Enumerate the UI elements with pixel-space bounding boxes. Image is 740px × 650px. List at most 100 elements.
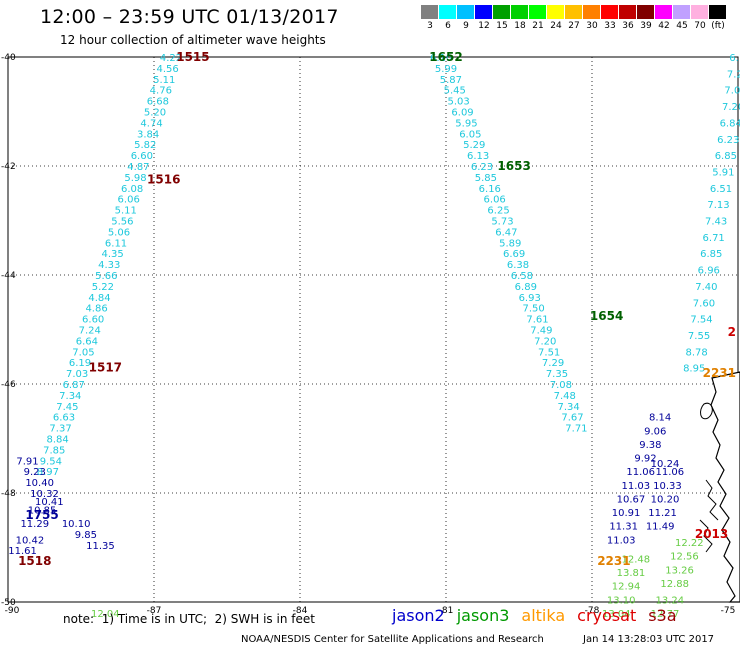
wave-height-value: 12.94 — [612, 582, 641, 593]
wave-height-value: 12.22 — [675, 538, 704, 549]
colorbar-swatch — [637, 5, 655, 19]
wave-height-value: 8.97 — [37, 467, 59, 478]
pass-labels: 1515 1516 1517 1518 1755 1652 1653 1654 2231 2231… — [18, 50, 736, 568]
wave-height-value: 5.20 — [144, 108, 166, 119]
wave-height-value: 4.86 — [85, 304, 107, 315]
wave-height-value: 12.56 — [670, 552, 699, 563]
map-border — [7, 56, 739, 603]
wave-height-value: 7.61 — [526, 315, 548, 326]
wave-height-value: 7.08 — [550, 380, 572, 391]
pass-number-label: 1518 — [18, 554, 51, 568]
colorbar-label: 18 — [514, 21, 526, 31]
wave-height-value: 5.99 — [435, 64, 457, 75]
wave-height-value: 6.47 — [495, 227, 517, 238]
wave-height-value: 6.19 — [69, 358, 91, 369]
wave-height-value: 11.06 — [656, 467, 685, 478]
colorbar-swatch — [421, 5, 439, 19]
wave-height-value: 9.38 — [639, 440, 661, 451]
wave-height-value: 5.66 — [95, 271, 117, 282]
pass-number-label: 1652 — [429, 50, 462, 64]
wave-height-value: 10.10 — [62, 519, 91, 530]
wave-height-value: 8.84 — [47, 435, 69, 446]
wave-height-value: 4.35 — [102, 249, 124, 260]
track-altika: 12.22 12.56 12.48 13.26 13.81 12.88 12.94 13.10… — [91, 538, 704, 620]
pass-number-label: 2013 — [695, 527, 728, 541]
wave-height-value: 6.23 — [717, 135, 739, 146]
colorbar-label: 21 — [532, 21, 544, 31]
wave-height-value: 6.09 — [451, 108, 473, 119]
pass-number-label: 1517 — [89, 361, 122, 375]
wave-height-value: 6.58 — [511, 271, 533, 282]
colorbar-swatch — [457, 5, 475, 19]
wave-height-value: 10.85 — [28, 505, 57, 516]
wave-height-value: 7.07 — [724, 86, 740, 97]
lat-tick-label: -42 — [1, 162, 16, 172]
wave-height-value: 11.61 — [8, 546, 37, 557]
colorbar-label: 30 — [586, 21, 598, 31]
wave-height-value: 8.14 — [649, 413, 671, 424]
wave-height-value: 6.84 — [720, 118, 740, 129]
colorbar-swatch — [583, 5, 601, 19]
wave-height-value: 11.35 — [86, 541, 115, 552]
generation-timestamp: Jan 14 13:28:03 UTC 2017 — [583, 634, 715, 645]
wave-height-value: 7.43 — [705, 217, 727, 228]
lon-tick-label: -84 — [293, 606, 308, 616]
wave-height-value: 7.20 — [534, 336, 556, 347]
colorbar-swatch — [565, 5, 583, 19]
colorbar-swatch — [655, 5, 673, 19]
altimeter-tracks: 4.224.565.114.766.685.204.743.845.826.60… — [8, 53, 740, 620]
wave-height-value: 6.85 — [700, 249, 722, 260]
wave-height-value: 8.95 — [683, 364, 705, 375]
axis-tick-labels: -90 -87 -84 -81 -78 -75 -40 -42 -44 -46 -48 -50 — [1, 53, 735, 616]
wave-height-value: 13.04 — [602, 609, 631, 620]
wave-height-value: 6.10 — [729, 53, 740, 64]
wave-height-value: 5.85 — [475, 173, 497, 184]
colorbar-swatch — [475, 5, 493, 19]
colorbar-swatch — [691, 5, 709, 19]
pass-number-label: 1515 — [176, 50, 209, 64]
wave-height-value: 7.85 — [43, 445, 65, 456]
wave-height-value: 6.71 — [703, 233, 725, 244]
pass-number-label: 1516 — [147, 173, 180, 187]
colorbar-label: 3 — [427, 21, 433, 31]
wave-height-value: 7.24 — [79, 326, 101, 337]
wave-height-value: 11.49 — [646, 522, 675, 533]
wave-height-value: 5.87 — [440, 75, 462, 86]
colorbar-swatch — [673, 5, 691, 19]
colorbar-label: 9 — [463, 21, 469, 31]
wave-height-value: 6.60 — [82, 315, 104, 326]
colorbar-label: 36 — [622, 21, 634, 31]
wave-height-value: 6.16 — [479, 184, 501, 195]
track-cryosat: 4.224.565.114.766.685.204.743.845.826.60… — [37, 53, 182, 478]
wave-height-value: 7.91 — [16, 456, 38, 467]
colorbar-label: 15 — [496, 21, 508, 31]
wave-height-value: 5.82 — [134, 140, 156, 151]
wave-height-value: 6.08 — [121, 184, 143, 195]
lat-tick-label: -40 — [1, 53, 16, 63]
wave-height-value: 7.35 — [546, 369, 568, 380]
colorbar-swatch — [601, 5, 619, 19]
legend-cryosat: cryosat — [577, 606, 637, 625]
wave-height-value: 12.77 — [651, 609, 680, 620]
wave-height-value: 6.64 — [76, 336, 98, 347]
wave-height-value: 11.21 — [648, 508, 677, 519]
colorbar-swatch — [547, 5, 565, 19]
wave-height-value: 11.03 — [621, 481, 650, 492]
colorbar-label: 27 — [568, 21, 580, 31]
wave-height-value: 7.34 — [59, 391, 81, 402]
wave-height-value: 7.34 — [558, 402, 580, 413]
wave-height-value: 7.20 — [722, 102, 740, 113]
wave-height-value: 9.06 — [644, 426, 666, 437]
wave-height-value: 6.69 — [503, 249, 525, 260]
colorbar-label: 24 — [550, 21, 562, 31]
lon-tick-label: -81 — [439, 606, 454, 616]
lon-tick-label: -75 — [721, 606, 736, 616]
wave-height-value: 4.22 — [160, 53, 182, 64]
wave-height-value: 7.37 — [49, 424, 71, 435]
wave-height-value: 10.33 — [653, 481, 682, 492]
wave-height-value: 7.49 — [530, 326, 552, 337]
lat-tick-label: -46 — [1, 380, 16, 390]
units-note: note: 1) Time is in UTC; 2) SWH is in fe… — [63, 612, 315, 626]
wave-height-value: 6.51 — [710, 184, 732, 195]
